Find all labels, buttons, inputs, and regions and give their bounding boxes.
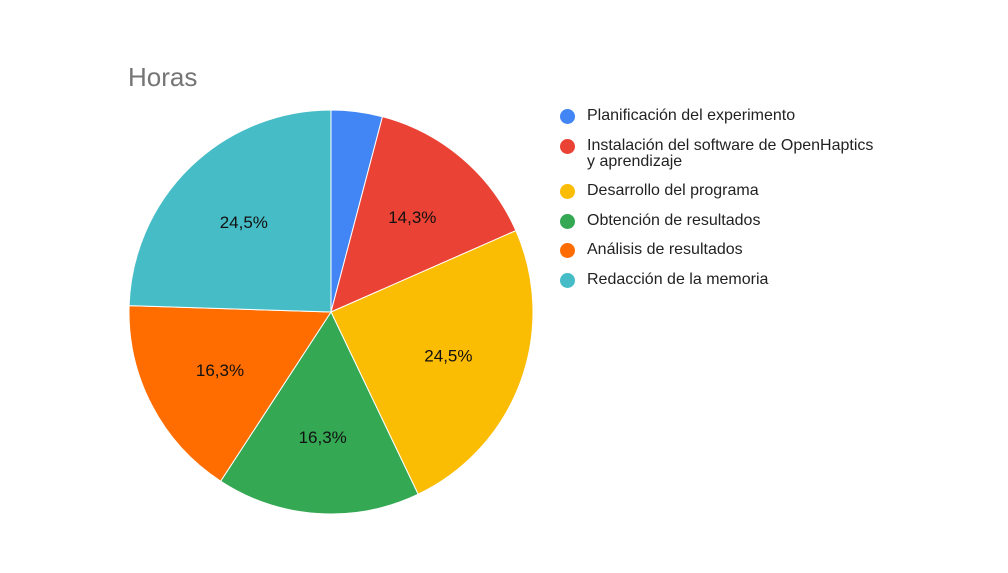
- legend-item: Análisis de resultados: [560, 242, 900, 258]
- legend-label: Planificación del experimento: [587, 107, 796, 124]
- slice-data-label: 14,3%: [388, 208, 436, 227]
- legend-item: Planificación del experimento: [560, 108, 900, 124]
- pie-slice-4: [219, 310, 419, 515]
- legend-swatch-icon: [560, 213, 575, 229]
- slice-data-label: 24,5%: [220, 213, 268, 232]
- pie-slice-6: [128, 109, 332, 313]
- legend-swatch-icon: [560, 272, 575, 288]
- slice-data-label: 24,5%: [424, 347, 472, 366]
- pie-slice-5: [128, 305, 332, 482]
- legend-swatch-icon: [560, 243, 575, 258]
- legend-label: Redacción de la memoria: [587, 270, 769, 288]
- legend-item: Desarrollo del programa: [560, 183, 900, 199]
- legend-swatch-icon: [560, 184, 575, 199]
- legend-swatch-icon: [560, 138, 575, 154]
- legend-swatch-icon: [560, 109, 575, 124]
- legend-label: Instalación del software de OpenHaptics …: [587, 136, 874, 170]
- slice-data-label: 16,3%: [299, 428, 347, 447]
- legend-label: Desarrollo del programa: [587, 182, 759, 199]
- chart-title: Horas: [128, 62, 198, 92]
- legend-item: Instalación del software de OpenHaptics …: [560, 136, 900, 170]
- pie-slice-2: [330, 116, 517, 313]
- legend: Planificación del experimento Instalación…: [560, 108, 900, 301]
- legend-item: Obtención de resultados: [560, 211, 900, 229]
- pie-slice-3: [330, 229, 534, 495]
- legend-item: Redacción de la memoria: [560, 270, 900, 288]
- legend-label: Análisis de resultados: [587, 241, 743, 258]
- legend-label: Obtención de resultados: [587, 211, 761, 229]
- slice-data-label: 16,3%: [196, 361, 244, 380]
